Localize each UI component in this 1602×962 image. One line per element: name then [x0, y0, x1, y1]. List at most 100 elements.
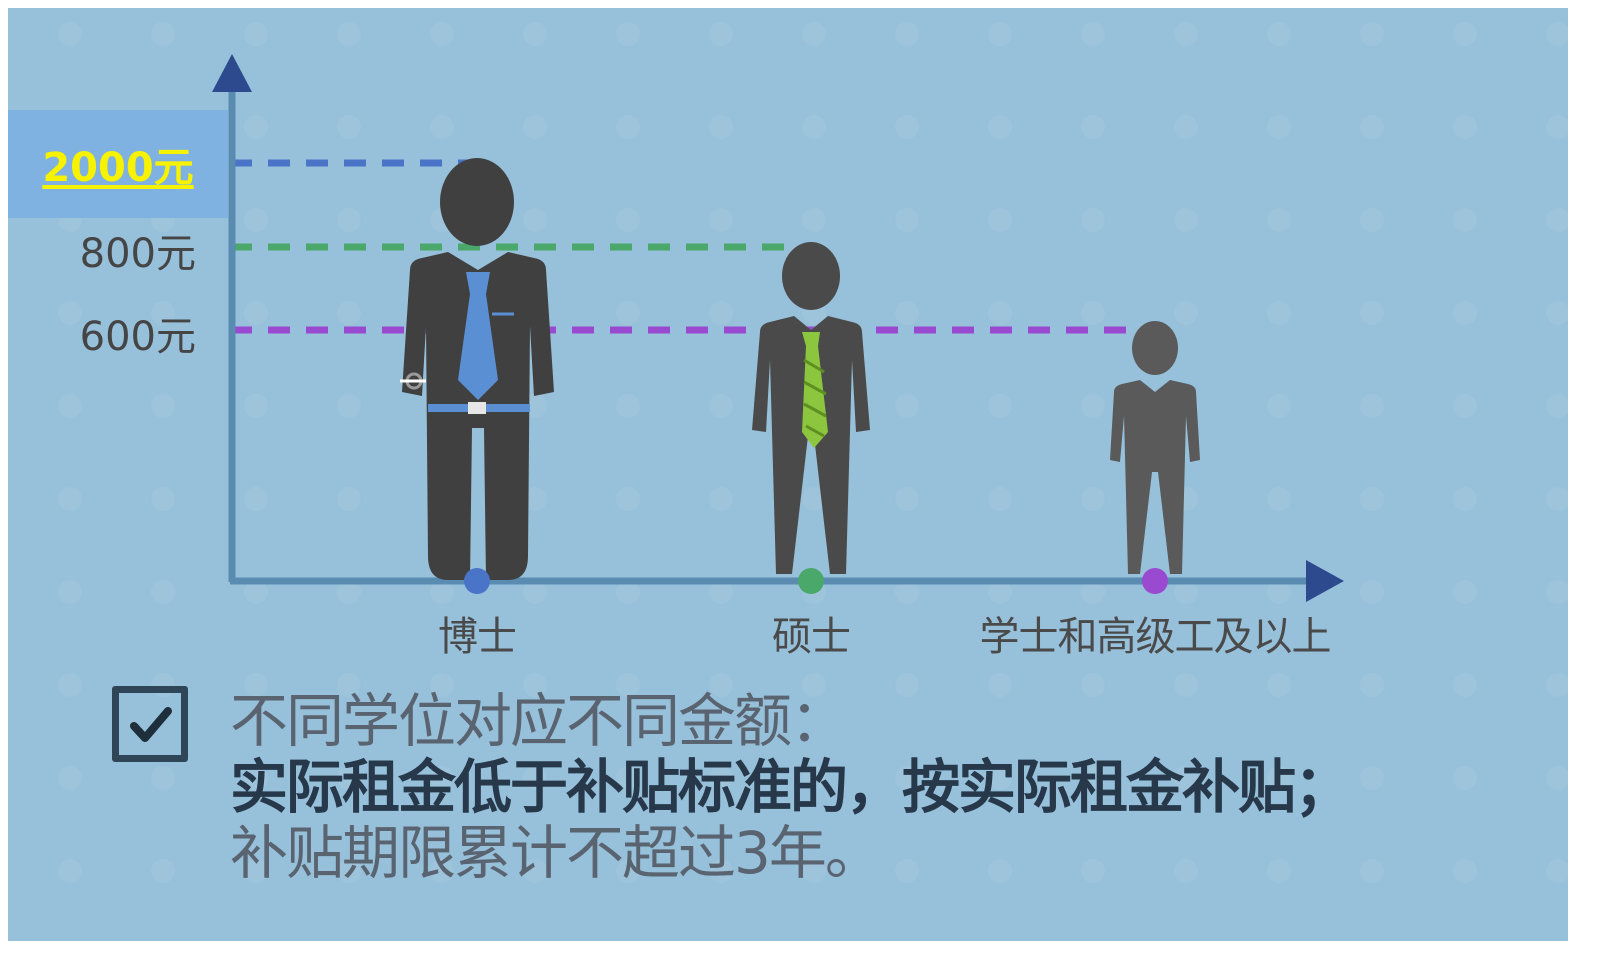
background-dot	[1360, 487, 1384, 511]
background-dot	[151, 580, 175, 604]
background-dot	[1081, 22, 1105, 46]
background-dot	[337, 394, 361, 418]
background-dot	[1267, 859, 1291, 883]
background-dot	[523, 115, 547, 139]
background-dot	[430, 766, 454, 790]
background-dot	[58, 301, 82, 325]
background-dot	[58, 859, 82, 883]
x-axis-arrow	[1306, 560, 1344, 602]
y-tick-label-2000: 2000元	[42, 145, 194, 191]
background-dot	[1267, 115, 1291, 139]
background-dot	[1546, 859, 1568, 883]
background-dot	[709, 580, 733, 604]
background-dot	[616, 394, 640, 418]
background-dot	[988, 859, 1012, 883]
x-tick-label-master: 硕士	[772, 614, 851, 660]
background-dot	[1453, 487, 1477, 511]
background-dot	[988, 208, 1012, 232]
background-dot	[1360, 766, 1384, 790]
background-dot	[244, 673, 268, 697]
background-dot	[244, 766, 268, 790]
background-dot	[244, 580, 268, 604]
background-dot	[1174, 208, 1198, 232]
background-dot	[1453, 673, 1477, 697]
background-dot	[616, 301, 640, 325]
background-dot	[709, 859, 733, 883]
background-dot	[709, 115, 733, 139]
background-dot	[988, 673, 1012, 697]
background-dot	[1174, 22, 1198, 46]
background-dot	[430, 859, 454, 883]
background-dot	[523, 22, 547, 46]
background-dot	[616, 22, 640, 46]
background-dot	[244, 487, 268, 511]
background-dot	[430, 580, 454, 604]
background-dot	[58, 394, 82, 418]
background-dot	[58, 766, 82, 790]
background-dot	[58, 487, 82, 511]
background-dot	[523, 859, 547, 883]
background-dot	[895, 208, 919, 232]
background-dot	[58, 580, 82, 604]
background-dot	[151, 766, 175, 790]
background-dot	[1546, 115, 1568, 139]
checkmark-icon	[130, 707, 172, 742]
background-dot	[988, 22, 1012, 46]
background-dot	[1546, 580, 1568, 604]
background-dot	[1174, 580, 1198, 604]
background-dot	[1081, 301, 1105, 325]
bar-master-figure	[752, 242, 870, 574]
background-dot	[1453, 301, 1477, 325]
background-dot	[1546, 22, 1568, 46]
background-dot	[337, 487, 361, 511]
background-dot	[616, 766, 640, 790]
background-dot	[709, 394, 733, 418]
x-tick-label-bachelor: 学士和高级工及以上	[979, 614, 1332, 660]
background-dot	[1081, 115, 1105, 139]
background-dot	[709, 766, 733, 790]
background-dot	[988, 766, 1012, 790]
background-dot	[337, 580, 361, 604]
background-dot	[430, 22, 454, 46]
note-line-2: 实际租金低于补贴标准的，按实际租金补贴；	[230, 753, 1352, 821]
background-dot	[1174, 673, 1198, 697]
background-dot	[337, 301, 361, 325]
category-dot-master	[798, 568, 824, 594]
background-dot	[1360, 580, 1384, 604]
background-dot	[1360, 22, 1384, 46]
background-dot	[802, 22, 826, 46]
background-dot	[523, 673, 547, 697]
background-dot	[1174, 301, 1198, 325]
background-dot	[58, 673, 82, 697]
background-dot	[1081, 766, 1105, 790]
note-line-1: 不同学位对应不同金额：	[230, 687, 848, 755]
background-dot	[1360, 115, 1384, 139]
background-dot	[1081, 487, 1105, 511]
background-dot	[1081, 580, 1105, 604]
background-dot	[1453, 115, 1477, 139]
background-dot	[709, 208, 733, 232]
background-dot	[1546, 208, 1568, 232]
background-dot	[1081, 673, 1105, 697]
background-dot	[1360, 301, 1384, 325]
y-tick-label-600: 600元	[79, 314, 196, 360]
background-dot	[1453, 766, 1477, 790]
background-dot	[151, 22, 175, 46]
background-dot	[709, 487, 733, 511]
checkbox-icon	[112, 686, 188, 762]
background-dot	[337, 208, 361, 232]
background-dot	[1267, 673, 1291, 697]
background-dot	[151, 859, 175, 883]
background-dot	[616, 487, 640, 511]
background-dot	[1267, 487, 1291, 511]
background-dot	[1453, 208, 1477, 232]
background-dot	[244, 859, 268, 883]
background-dot	[802, 208, 826, 232]
background-dot	[1360, 208, 1384, 232]
background-dot	[1546, 301, 1568, 325]
background-dot	[1174, 115, 1198, 139]
background-dot	[1081, 208, 1105, 232]
background-dot	[523, 580, 547, 604]
background-dot	[244, 22, 268, 46]
background-dot	[802, 115, 826, 139]
